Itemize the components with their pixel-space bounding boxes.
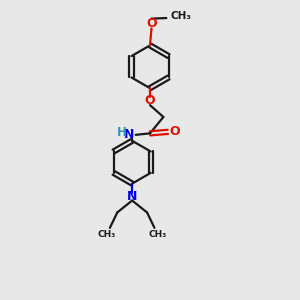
Text: N: N [127,190,137,202]
Text: N: N [124,128,134,141]
Text: CH₃: CH₃ [171,11,192,21]
Text: O: O [169,125,180,138]
Text: O: O [146,16,157,30]
Text: CH₃: CH₃ [98,230,116,239]
Text: O: O [145,94,155,107]
Text: H: H [117,126,127,139]
Text: CH₃: CH₃ [148,230,166,239]
